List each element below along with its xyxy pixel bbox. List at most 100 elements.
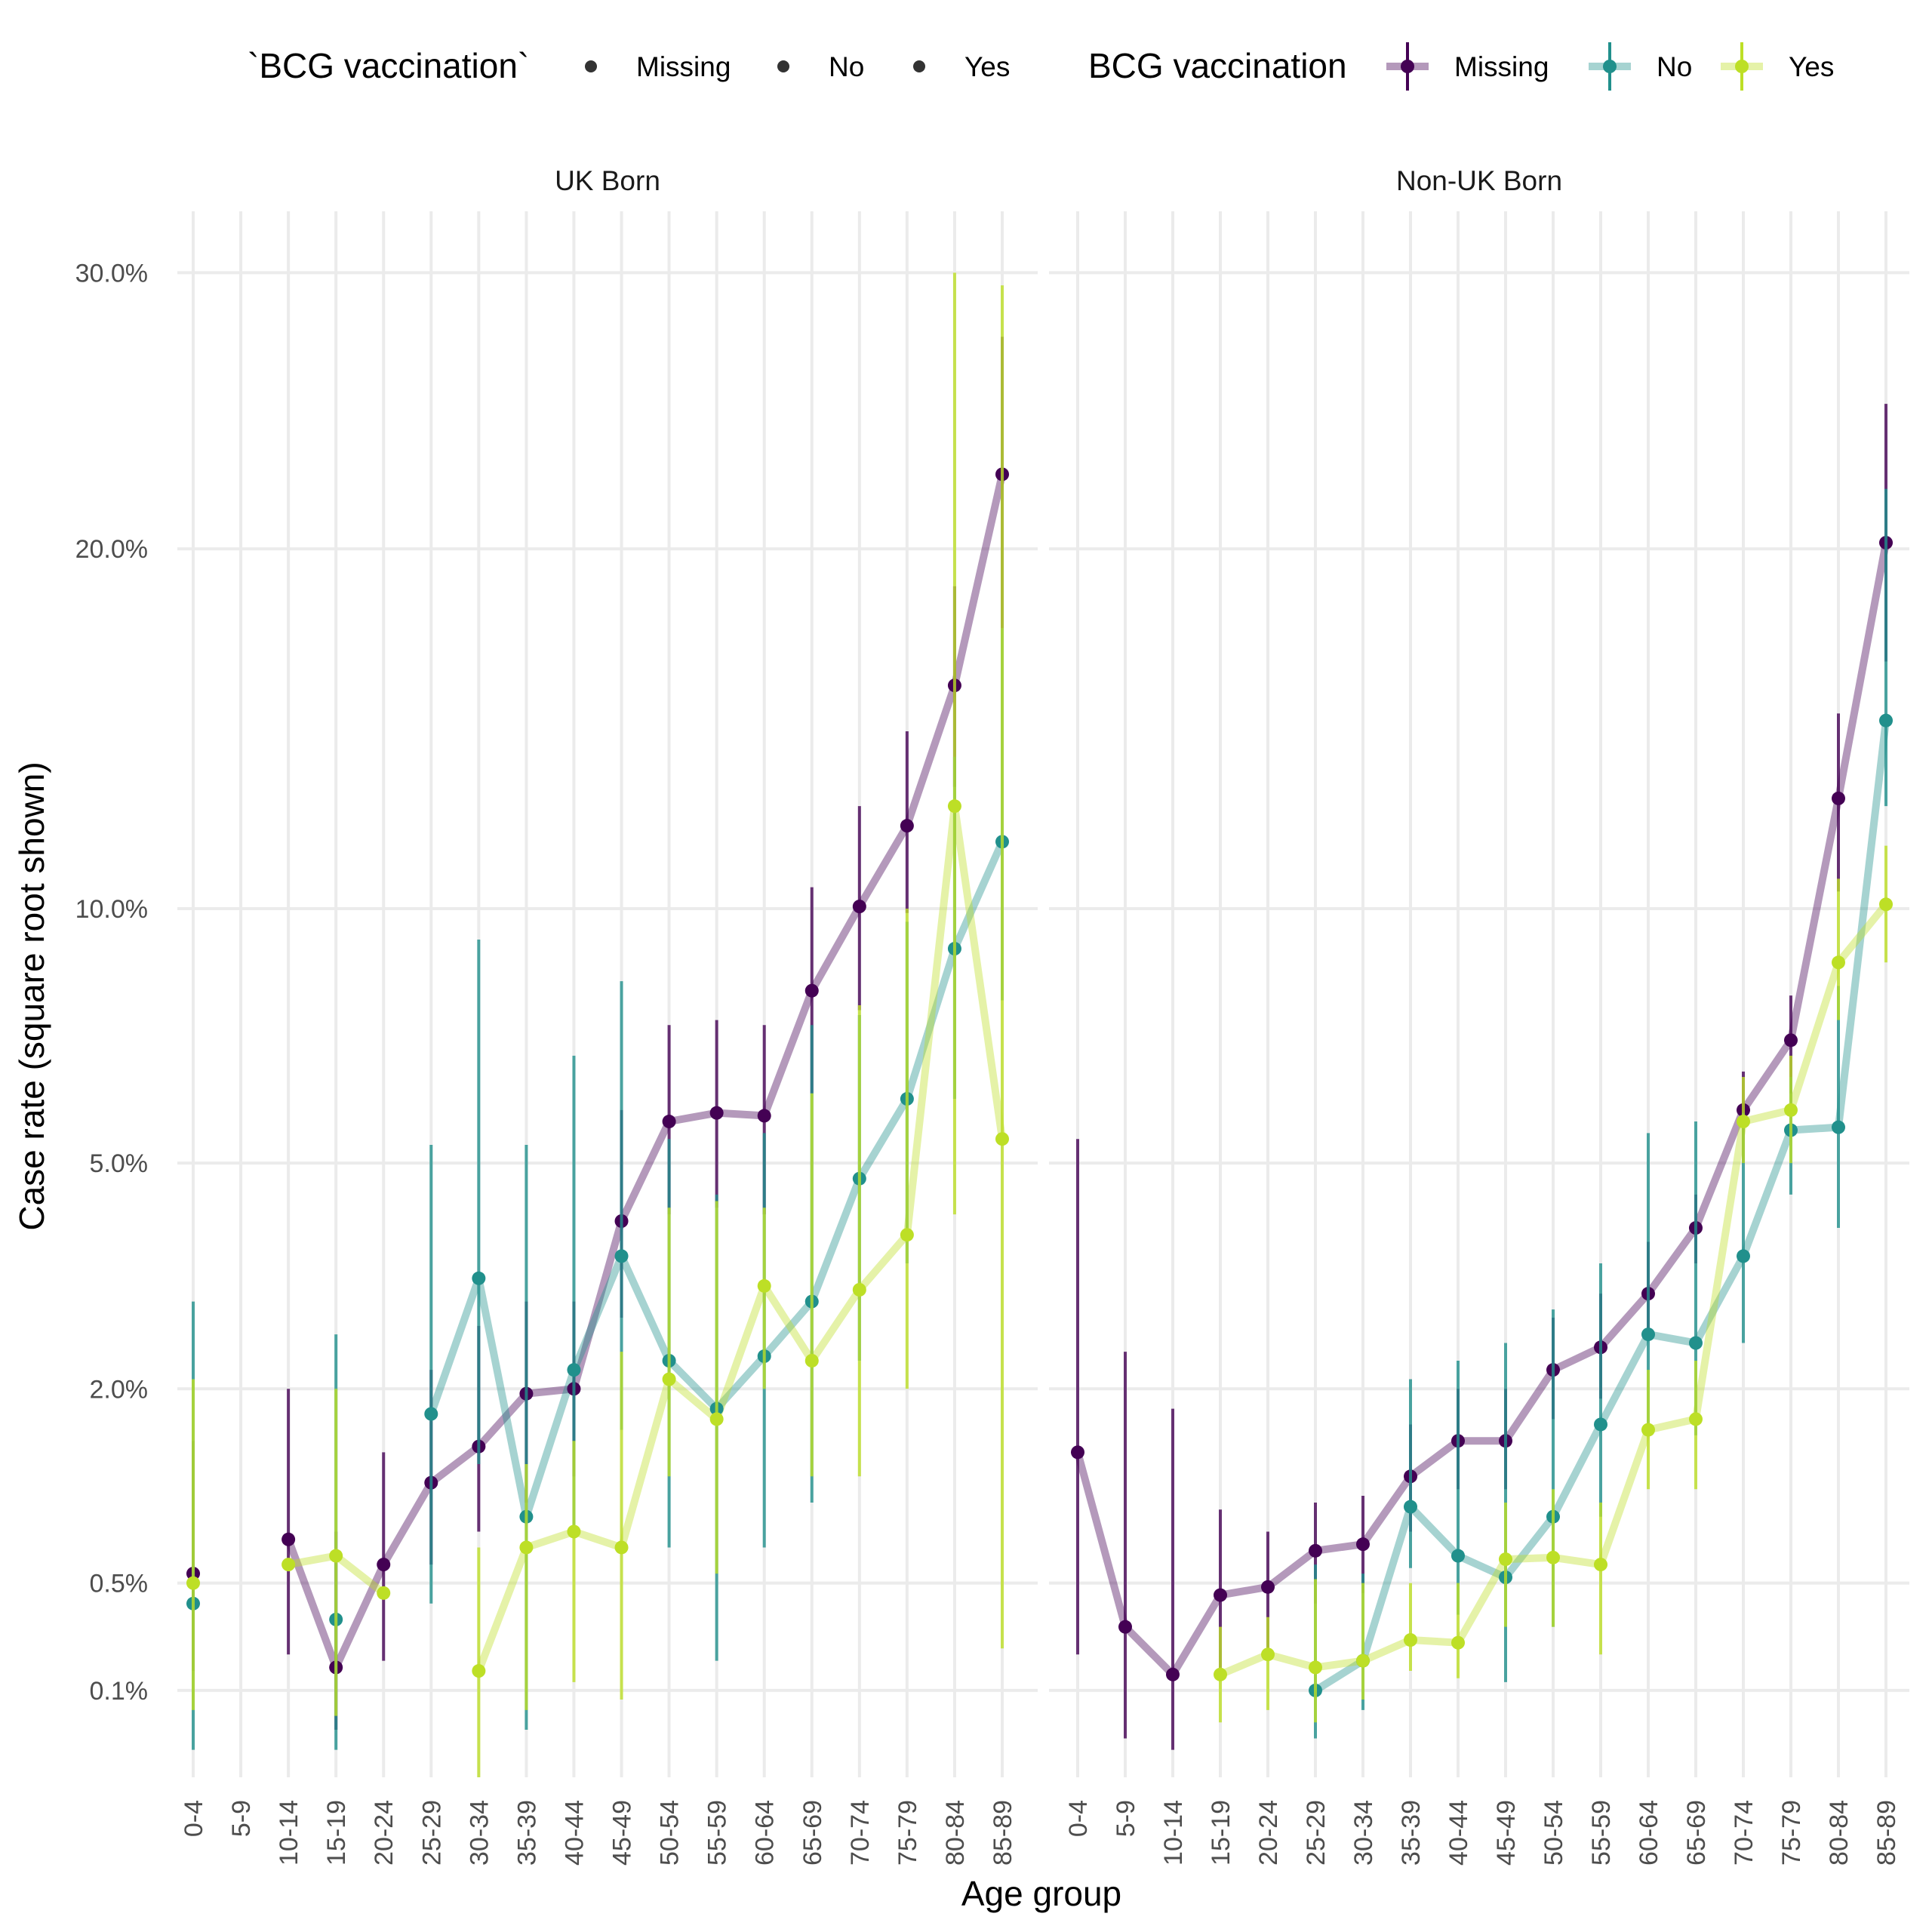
data-point <box>709 1412 724 1426</box>
data-point <box>1594 1558 1607 1572</box>
x-tick-label: 85-89 <box>989 1800 1017 1866</box>
data-point <box>1118 1620 1132 1634</box>
x-tick-label: 30-34 <box>465 1800 494 1866</box>
x-tick-label: 55-59 <box>1587 1800 1616 1866</box>
data-point <box>1689 1336 1703 1350</box>
series-missing <box>1074 539 1890 1678</box>
x-tick-label: 60-64 <box>1635 1800 1663 1866</box>
x-tick-label: 65-69 <box>798 1800 827 1866</box>
data-point <box>900 819 914 833</box>
x-tick-label: 15-19 <box>1207 1800 1235 1866</box>
x-tick-label: 75-79 <box>894 1800 922 1866</box>
x-tick-label: 45-49 <box>608 1800 637 1866</box>
data-point <box>1404 1633 1417 1647</box>
x-tick-label: 85-89 <box>1872 1800 1901 1866</box>
x-tick-label: 0-4 <box>180 1800 208 1837</box>
data-point <box>1832 791 1845 805</box>
x-tick-label: 40-44 <box>560 1800 589 1866</box>
legend-key-point <box>1401 60 1414 73</box>
data-point <box>614 1249 629 1263</box>
legend-label-no: No <box>829 51 864 82</box>
legend-key-point <box>1735 60 1749 73</box>
legend-key-point <box>777 60 789 72</box>
x-tick-label: 70-74 <box>846 1800 875 1866</box>
x-tick-label: 10-14 <box>1159 1800 1188 1866</box>
y-tick-label: 5.0% <box>90 1149 149 1178</box>
data-point <box>567 1524 581 1539</box>
legend-label-missing: Missing <box>636 51 731 82</box>
panel-non-uk-born: Non-UK Born 0-4 5-9 10-14 15-19 20-24 25-29 30-… <box>1049 165 1909 1866</box>
x-tick-label: 10-14 <box>275 1800 303 1866</box>
data-point <box>1309 1543 1322 1558</box>
data-point <box>709 1106 724 1120</box>
data-point <box>1832 955 1845 970</box>
data-point <box>424 1407 438 1421</box>
x-tick-label: 20-24 <box>1254 1800 1283 1866</box>
legend-label-yes: Yes <box>964 51 1010 82</box>
data-point <box>377 1586 391 1600</box>
data-point <box>1261 1647 1275 1662</box>
x-tick-label: 60-64 <box>751 1800 780 1866</box>
panel-title: Non-UK Born <box>1396 165 1562 196</box>
data-point <box>900 1228 914 1242</box>
data-point <box>1641 1327 1655 1342</box>
data-point <box>1261 1580 1275 1594</box>
panels: UK Born 0.1% 0.5% 2.0% 5.0% 10.0% 20.0% 30.0% 0-… <box>75 165 1909 1866</box>
data-point <box>662 1372 676 1386</box>
data-point <box>804 983 819 998</box>
data-point <box>567 1363 581 1377</box>
data-point <box>1594 1417 1607 1432</box>
data-point <box>1879 897 1893 912</box>
data-point <box>995 1132 1009 1146</box>
series-marks-yes <box>186 272 1009 1777</box>
x-tick-label: 40-44 <box>1444 1800 1473 1866</box>
x-tick-label: 35-39 <box>1397 1800 1426 1866</box>
data-point <box>281 1558 296 1572</box>
x-tick-label: 50-54 <box>1540 1800 1568 1866</box>
data-point <box>1451 1635 1465 1650</box>
y-tick-label: 30.0% <box>75 259 148 288</box>
legend-key-point <box>913 60 925 72</box>
x-tick-label: 15-19 <box>322 1800 351 1866</box>
x-tick-label: 20-24 <box>370 1800 398 1866</box>
series-line-yes <box>475 802 1006 1675</box>
series-line-missing <box>1074 539 1890 1678</box>
data-point <box>1071 1445 1084 1460</box>
data-point <box>757 1278 771 1293</box>
data-point <box>329 1549 343 1563</box>
legend-key-point <box>1603 60 1617 73</box>
data-point <box>662 1115 676 1129</box>
data-point <box>852 900 866 914</box>
data-point <box>1356 1537 1370 1552</box>
y-axis-title: Case rate (square root shown) <box>12 761 51 1230</box>
data-point <box>1784 1103 1798 1117</box>
data-point <box>1451 1549 1465 1563</box>
x-tick-label: 25-29 <box>1302 1800 1331 1866</box>
x-tick-label: 70-74 <box>1730 1800 1758 1866</box>
data-point <box>1356 1654 1370 1668</box>
legend-label-yes: Yes <box>1789 51 1834 82</box>
legend-label-missing: Missing <box>1454 51 1549 82</box>
x-tick-label: 65-69 <box>1682 1800 1711 1866</box>
data-point <box>1879 713 1893 728</box>
legend-key-point <box>585 60 597 72</box>
data-point <box>1546 1550 1560 1564</box>
data-point <box>852 1283 866 1297</box>
data-point <box>1737 1115 1750 1129</box>
data-point <box>519 1540 534 1555</box>
data-point <box>377 1558 391 1572</box>
legend-title-lines: BCG vaccination <box>1088 46 1347 85</box>
data-point <box>1784 1033 1798 1048</box>
panel-title: UK Born <box>555 165 660 196</box>
data-point <box>1214 1667 1227 1681</box>
x-tick-label: 80-84 <box>1825 1800 1854 1866</box>
data-point <box>1309 1660 1322 1675</box>
series-missing <box>285 470 1006 1672</box>
legend: `BCG vaccination` Missing No Yes BCG vaccina… <box>248 42 1834 91</box>
data-point <box>1404 1500 1417 1514</box>
x-tick-label: 75-79 <box>1777 1800 1806 1866</box>
data-point <box>1166 1667 1180 1681</box>
x-tick-label: 0-4 <box>1064 1800 1093 1837</box>
series-marks-yes <box>1214 845 1893 1723</box>
legend-label-no: No <box>1657 51 1692 82</box>
